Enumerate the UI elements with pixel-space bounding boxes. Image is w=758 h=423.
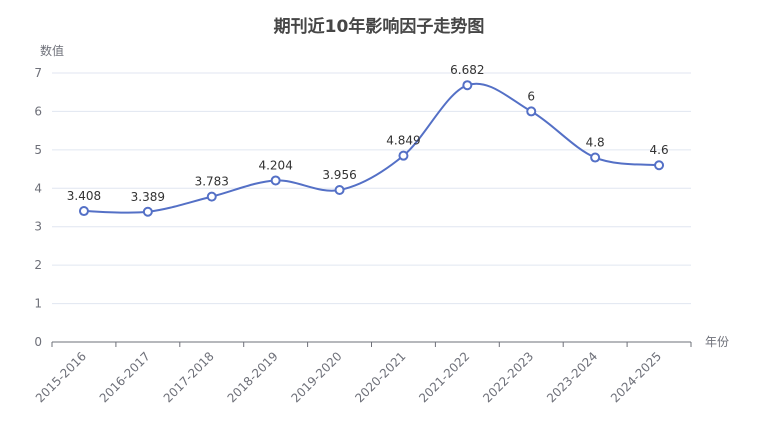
series-line-group [83, 82, 660, 214]
data-label: 4.204 [258, 158, 292, 172]
y-axis-tick-labels: 0 1 2 3 4 5 6 7 [34, 66, 42, 349]
x-tick-label: 2021-2022 [416, 349, 472, 405]
data-labels: 3.408 3.389 3.783 4.204 3.956 4.849 6.682 6 4.8 4… [67, 63, 669, 204]
x-axis-title: 年份 [705, 335, 729, 349]
data-label: 3.783 [195, 175, 229, 189]
data-label: 4.8 [586, 136, 605, 150]
data-label: 3.956 [322, 168, 356, 182]
y-tick-label: 1 [34, 297, 42, 311]
data-points [78, 80, 665, 217]
y-tick-label: 7 [34, 66, 42, 80]
data-point[interactable] [78, 206, 89, 217]
x-axis-tick-labels: 2015-2016 2016-2017 2017-2018 2018-2019 2019… [33, 349, 664, 405]
data-label: 4.849 [386, 134, 420, 148]
data-label: 3.389 [131, 190, 165, 204]
x-tick-label: 2020-2021 [352, 349, 408, 405]
y-tick-label: 2 [34, 258, 42, 272]
y-tick-label: 5 [34, 143, 42, 157]
data-label: 6 [527, 89, 535, 103]
data-point[interactable] [206, 191, 217, 202]
data-point[interactable] [462, 80, 473, 91]
x-tick-label: 2015-2016 [33, 349, 89, 405]
data-label: 6.682 [450, 63, 484, 77]
y-tick-label: 6 [34, 104, 42, 118]
x-tick-label: 2022-2023 [480, 349, 536, 405]
data-label: 4.6 [650, 143, 669, 157]
grid-lines [52, 72, 691, 305]
y-tick-label: 4 [34, 181, 42, 195]
x-axis [51, 341, 692, 347]
series-line [83, 82, 660, 214]
data-point[interactable] [142, 206, 153, 217]
x-tick-label: 2019-2020 [288, 349, 344, 405]
chart-title: 期刊近10年影响因子走势图 [274, 16, 485, 37]
data-point[interactable] [654, 160, 665, 171]
data-point[interactable] [270, 175, 281, 186]
data-point[interactable] [526, 106, 537, 117]
x-tick-label: 2016-2017 [97, 349, 153, 405]
x-tick-label: 2017-2018 [161, 349, 217, 405]
x-tick-label: 2024-2025 [608, 349, 664, 405]
y-tick-label: 0 [34, 335, 42, 349]
data-point[interactable] [334, 184, 345, 195]
x-tick-label: 2023-2024 [544, 349, 600, 405]
y-tick-label: 3 [34, 220, 42, 234]
y-axis-title: 数值 [40, 43, 64, 58]
data-label: 3.408 [67, 189, 101, 203]
x-tick-label: 2018-2019 [225, 349, 281, 405]
data-point[interactable] [590, 152, 601, 163]
data-point[interactable] [398, 150, 409, 161]
